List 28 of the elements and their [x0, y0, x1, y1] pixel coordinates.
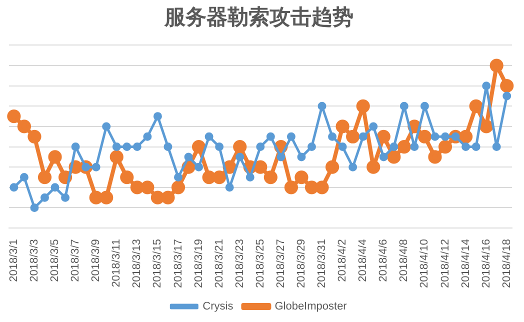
x-tick-label: 2018/3/31 — [316, 239, 328, 288]
x-tick-label: 2018/3/13 — [131, 239, 144, 288]
x-tick-label: 2018/3/25 — [254, 239, 266, 288]
x-tick-label: 2018/3/7 — [70, 239, 82, 282]
x-tick-label: 2018/4/10 — [418, 239, 431, 288]
x-tick-label: 2018/3/3 — [28, 239, 41, 282]
x-tick-label: 2018/4/12 — [439, 239, 452, 288]
chart-title: 服务器勒索攻击趋势 — [164, 5, 354, 30]
legend-label: GlobeImposter — [274, 300, 348, 313]
x-tick-label: 2018/4/14 — [460, 239, 472, 288]
x-tick-label: 2018/3/9 — [90, 239, 102, 282]
x-tick-label: 2018/3/11 — [110, 239, 123, 288]
x-tick-label: 2018/4/16 — [480, 239, 492, 288]
x-tick-label: 2018/4/6 — [378, 239, 390, 282]
x-tick-label: 2018/4/4 — [357, 239, 370, 282]
x-tick-label: 2018/3/29 — [296, 239, 308, 288]
x-tick-label: 2018/3/5 — [49, 239, 62, 282]
x-tick-label: 2018/3/15 — [152, 239, 164, 288]
x-tick-label: 2018/4/2 — [336, 239, 349, 282]
x-tick-label: 2018/3/21 — [213, 239, 226, 288]
x-tick-label: 2018/3/17 — [172, 239, 184, 288]
x-tick-label: 2018/3/23 — [234, 239, 246, 288]
x-tick-label: 2018/3/19 — [192, 239, 205, 288]
legend-label: Crysis — [202, 300, 234, 313]
x-tick-label: 2018/4/18 — [500, 239, 513, 288]
x-tick-label: 2018/3/27 — [274, 239, 287, 288]
x-tick-label: 2018/3/1 — [8, 239, 20, 282]
x-tick-label: 2018/4/8 — [398, 239, 410, 282]
